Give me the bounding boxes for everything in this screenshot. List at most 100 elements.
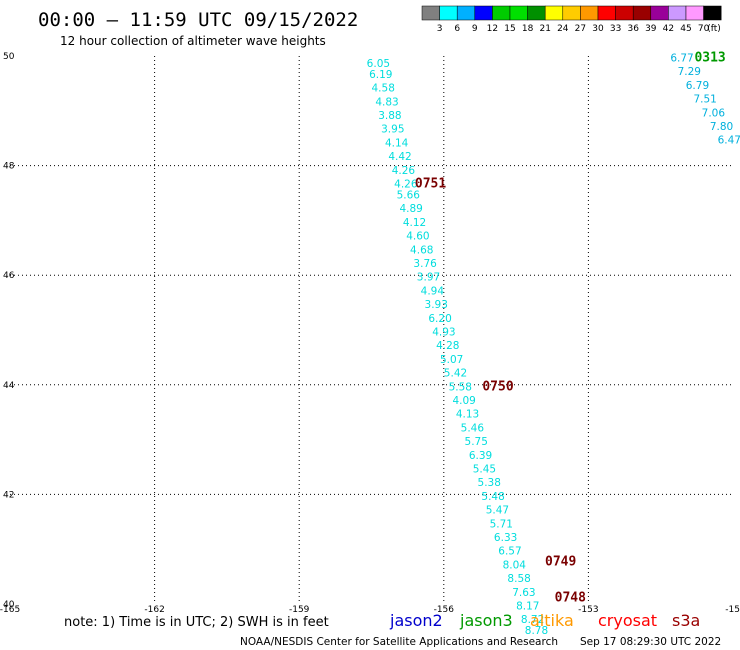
colorbar-swatch (597, 5, 616, 21)
colorbar-tick-label: 6 (454, 24, 460, 34)
x-tick-label: -153 (578, 605, 598, 615)
colorbar-tick-label: 21 (539, 24, 550, 34)
swh-value-point: 4.26 (392, 165, 416, 177)
colorbar-tick-label: 3 (437, 24, 443, 34)
swh-value-point: 6.19 (369, 69, 392, 81)
swh-value-point: 8.72 (521, 614, 544, 626)
colorbar-tick-label: 24 (557, 24, 569, 34)
swh-value-point: 4.13 (456, 409, 479, 421)
swh-value-point: 5.46 (461, 422, 485, 434)
swh-value-point: 6.57 (498, 546, 521, 558)
x-tick-label: -165 (0, 605, 20, 615)
swh-value-point: 5.07 (440, 354, 463, 366)
colorbar-unit: (ft) (707, 24, 721, 34)
colorbar-tick-label: 36 (627, 24, 639, 34)
colorbar-tick-label: 70 (698, 24, 710, 34)
swh-value-point: 6.77 (670, 52, 693, 64)
colorbar-swatch (456, 5, 476, 21)
colorbar-tick-label: 33 (610, 24, 621, 34)
colorbar-swatch (439, 5, 458, 21)
swh-value-point: 6.05 (367, 58, 390, 70)
swh-value-point: 3.97 (417, 272, 440, 284)
swh-value-point: 7.63 (512, 587, 535, 599)
colorbar-tick-label: 45 (680, 24, 691, 34)
swh-value-point: 4.94 (421, 285, 445, 297)
swh-value-point: 5.75 (465, 436, 488, 448)
swh-value-point: 4.09 (452, 395, 475, 407)
swh-value-point: 6.39 (469, 450, 492, 462)
swh-value-point: 7.51 (693, 94, 716, 106)
x-tick-label: -162 (144, 605, 164, 615)
swh-value-point: 5.48 (481, 491, 504, 503)
swh-value-point: 8.58 (507, 573, 530, 585)
swh-value-point: 4.89 (399, 203, 422, 215)
swh-value-point: 7.80 (710, 121, 733, 133)
swh-value-point: 3.76 (413, 258, 437, 270)
colorbar-swatch (527, 5, 546, 21)
swh-value-point: 4.28 (436, 340, 459, 352)
colorbar-legend: 3 6 9 12 15 18 21 24 27 30 33 36 39 42 45 70(ft) (421, 5, 722, 34)
time-label: 0313 (694, 50, 725, 65)
colorbar-swatch (615, 5, 634, 21)
colorbar-swatch (650, 5, 669, 21)
y-tick-label: 46 (3, 271, 15, 281)
colorbar-swatch (685, 5, 704, 21)
swh-value-point: 7.29 (678, 66, 701, 78)
swh-value-point: 4.60 (406, 231, 429, 243)
legend-jason3: jason3 (459, 611, 513, 630)
colorbar-tick-label: 9 (472, 24, 478, 34)
swh-value-point: 6.47 (718, 135, 740, 147)
y-tick-label: 42 (3, 490, 14, 500)
legend-cryosat: cryosat (598, 611, 657, 630)
swh-value-point: 5.66 (397, 189, 421, 201)
colorbar-swatch (632, 5, 652, 21)
swh-value-point: 5.38 (478, 477, 501, 489)
swh-value-point: 7.06 (702, 107, 726, 119)
swh-value-point: 5.45 (473, 463, 496, 475)
swh-value-point: 8.78 (525, 625, 548, 637)
chart-subtitle: 12 hour collection of altimeter wave hei… (60, 34, 326, 48)
footer-timestamp: Sep 17 08:29:30 UTC 2022 (580, 636, 721, 648)
swh-value-point: 4.58 (372, 83, 395, 95)
time-label: 0750 (482, 379, 513, 394)
colorbar-tick-label: 39 (645, 24, 657, 34)
swh-value-point: 4.83 (375, 96, 398, 108)
swh-value-point: 5.58 (449, 381, 472, 393)
y-tick-label: 44 (3, 381, 15, 391)
x-tick-label: -15 (725, 605, 740, 615)
swh-value-point: 6.79 (686, 80, 709, 92)
time-label: 0751 (415, 177, 446, 192)
swh-value-point: 4.42 (388, 151, 411, 163)
colorbar-swatch (562, 5, 581, 21)
satellite-legend: jason2 jason3 altika cryosat s3a (389, 611, 700, 630)
swh-value-point: 5.47 (486, 505, 509, 517)
footnote: note: 1) Time is in UTC; 2) SWH is in fe… (64, 615, 329, 630)
y-tick-label: 48 (3, 162, 15, 172)
x-tick-label: -156 (434, 605, 455, 615)
swh-value-point: 5.42 (444, 368, 467, 380)
time-label: 0748 (555, 590, 586, 605)
swh-value-point: 4.93 (432, 326, 455, 338)
y-tick-label: 50 (3, 52, 15, 62)
colorbar-swatch (544, 5, 564, 21)
colorbar-swatch (668, 5, 687, 21)
colorbar-swatch (703, 5, 722, 21)
time-label: 0749 (545, 555, 576, 570)
colorbar-tick-label: 15 (504, 24, 515, 34)
chart-title: 00:00 – 11:59 UTC 09/15/2022 (38, 9, 358, 31)
swh-value-point: 3.88 (378, 110, 401, 122)
colorbar-swatch (580, 5, 599, 21)
swh-value-point: 4.14 (385, 137, 409, 149)
swh-value-point: 4.26 (394, 179, 418, 191)
colorbar-tick-label: 30 (592, 24, 604, 34)
swh-value-point: 6.20 (428, 313, 451, 325)
legend-jason2: jason2 (389, 611, 443, 630)
legend-s3a: s3a (672, 611, 700, 630)
footer-credit: NOAA/NESDIS Center for Satellite Applica… (240, 636, 558, 648)
colorbar-swatch (474, 5, 493, 21)
colorbar-swatch (492, 5, 511, 21)
swh-value-point: 4.68 (410, 244, 433, 256)
swh-value-point: 4.12 (403, 217, 426, 229)
